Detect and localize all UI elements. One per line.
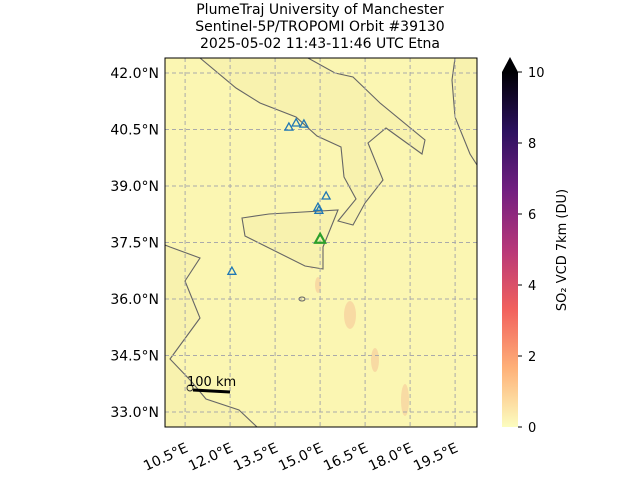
target-volcano	[313, 231, 327, 244]
x-tick-label: 19.5°E	[411, 440, 460, 474]
coastlines	[165, 58, 477, 427]
colorbar-tick-label: 0	[528, 421, 536, 436]
volcano	[283, 121, 295, 131]
y-tick-label: 39.0°N	[110, 179, 159, 195]
y-tick-label: 37.5°N	[110, 236, 159, 252]
map-frame	[164, 57, 478, 428]
title-line: 2025-05-02 11:43-11:46 UTC Etna	[200, 36, 440, 52]
colorbar-tick-label: 10	[528, 66, 545, 81]
x-tick-label: 12.0°E	[186, 440, 235, 474]
x-tick-label: 18.0°E	[366, 440, 415, 474]
scale-bar: 100 km	[186, 375, 236, 394]
colorbar-tick-label: 4	[528, 279, 536, 294]
y-tick-label: 36.0°N	[110, 292, 159, 308]
colorbar-tick-label: 2	[528, 350, 536, 365]
y-tick-label: 34.5°N	[110, 348, 159, 364]
colorbar-extend	[502, 57, 518, 72]
colorbar	[502, 72, 518, 427]
volcano	[313, 204, 325, 214]
colorbar-tick-label: 6	[528, 208, 536, 223]
x-tick-label: 16.5°E	[321, 440, 370, 474]
volcano	[290, 117, 302, 127]
y-tick-label: 42.0°N	[110, 66, 159, 82]
x-tick-label: 13.5°E	[231, 440, 280, 474]
title-line: PlumeTraj University of Manchester	[196, 2, 444, 18]
volcano	[312, 201, 324, 211]
volcano	[298, 118, 310, 128]
scale-line	[192, 388, 231, 394]
volcano	[226, 265, 238, 275]
colorbar-label: SO₂ VCD 7km (DU)	[555, 189, 570, 311]
volcano	[320, 190, 332, 200]
x-tick-label: 10.5°E	[141, 440, 190, 474]
map	[165, 58, 477, 427]
scale-marker	[186, 384, 194, 392]
y-tick-label: 40.5°N	[110, 123, 159, 139]
title-line: Sentinel-5P/TROPOMI Orbit #39130	[195, 19, 444, 35]
colorbar-tick-label: 8	[528, 137, 536, 152]
y-tick-label: 33.0°N	[110, 405, 159, 421]
x-tick-label: 15.0°E	[276, 440, 325, 474]
scale-label: 100 km	[187, 375, 236, 390]
